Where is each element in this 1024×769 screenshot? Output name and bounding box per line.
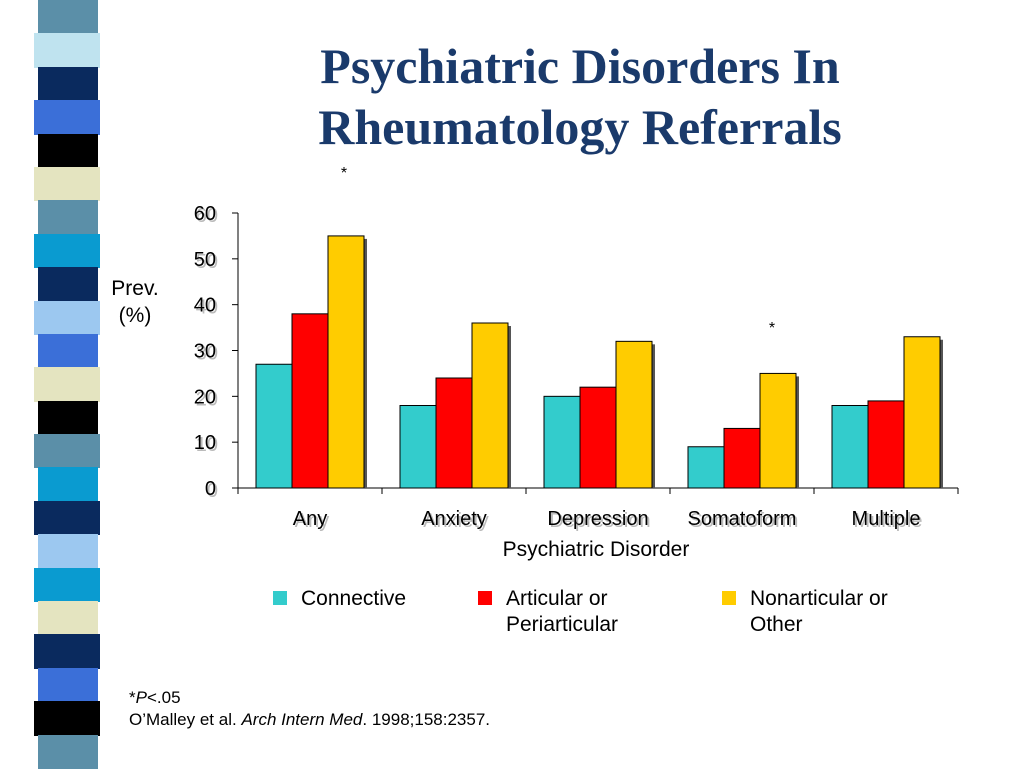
y-tick-label: 0 bbox=[205, 478, 216, 500]
x-tick-label-shadow: Somatoform bbox=[690, 510, 799, 532]
y-tick-label-shadow: 40 bbox=[196, 297, 218, 319]
bar-any-2 bbox=[327, 235, 365, 489]
x-tick-label-depression: Depression bbox=[547, 508, 648, 530]
x-tick-label-any: Any bbox=[293, 508, 327, 530]
bar-any-1 bbox=[291, 313, 329, 489]
bar-somatoform-1 bbox=[723, 427, 761, 489]
legend-item-nonarticular: Nonarticular or Other bbox=[722, 586, 888, 638]
x-tick-label-multiple: Multiple bbox=[852, 508, 921, 530]
page-title: Psychiatric Disorders In Rheumatology Re… bbox=[200, 36, 960, 158]
y-tick-label: 20 bbox=[194, 386, 216, 408]
stripe-block bbox=[34, 300, 100, 335]
legend-label-articular-1: Articular or bbox=[506, 587, 608, 610]
stripe-block bbox=[38, 467, 98, 502]
legend-label-nonarticular-1: Nonarticular or bbox=[750, 587, 888, 610]
stripe-block bbox=[34, 33, 100, 68]
y-tick-label: 30 bbox=[194, 341, 216, 363]
y-tick-label: 40 bbox=[194, 295, 216, 317]
bar-multiple-0 bbox=[831, 405, 869, 489]
legend-swatch-nonarticular bbox=[722, 591, 736, 605]
stripe-block bbox=[34, 100, 100, 135]
y-tick-label: 60 bbox=[194, 203, 216, 225]
bar-any-0 bbox=[255, 363, 293, 489]
legend-label-articular-2: Periarticular bbox=[506, 613, 619, 636]
stripe-block bbox=[34, 634, 100, 669]
stripe-block bbox=[34, 233, 100, 269]
y-tick-label: 10 bbox=[194, 432, 216, 454]
stripe-block bbox=[34, 567, 100, 603]
stripe-block bbox=[38, 601, 98, 636]
legend-item-articular: Articular or Periarticular bbox=[478, 586, 618, 638]
y-axis-label: Prev. bbox=[111, 277, 158, 300]
bar-multiple-1 bbox=[867, 400, 905, 489]
stripe-block bbox=[38, 667, 98, 703]
y-tick-label-shadow: 50 bbox=[196, 251, 218, 273]
bar-anxiety-0 bbox=[399, 405, 437, 489]
y-tick-label: 50 bbox=[194, 249, 216, 271]
stripe-block bbox=[38, 200, 98, 235]
bar-multiple-2 bbox=[903, 336, 941, 489]
stripe-block bbox=[34, 166, 100, 202]
legend-swatch-connective bbox=[273, 591, 287, 605]
stripe-block bbox=[38, 534, 98, 569]
y-tick-label-shadow: 10 bbox=[196, 434, 218, 456]
y-tick-label-shadow: 20 bbox=[196, 388, 218, 410]
x-tick-label-shadow: Depression bbox=[549, 510, 650, 532]
citation-journal: Arch Intern Med bbox=[241, 710, 363, 729]
bar-anxiety-1 bbox=[435, 377, 473, 489]
title-line-1: Psychiatric Disorders In bbox=[320, 38, 840, 94]
x-tick-label-anxiety: Anxiety bbox=[421, 508, 487, 530]
stripe-block bbox=[38, 400, 98, 436]
bar-depression-1 bbox=[579, 386, 617, 489]
legend-swatch-articular bbox=[478, 591, 492, 605]
y-axis-label: (%) bbox=[119, 304, 152, 327]
legend-label-nonarticular-2: Other bbox=[750, 613, 803, 636]
footnote-star: * bbox=[129, 688, 136, 707]
bar-depression-0 bbox=[543, 395, 581, 489]
x-tick-label-shadow: Multiple bbox=[854, 510, 923, 532]
stripe-block bbox=[38, 66, 98, 102]
bar-somatoform-0 bbox=[687, 446, 725, 489]
stripe-block bbox=[38, 133, 98, 168]
citation: O’Malley et al. Arch Intern Med. 1998;15… bbox=[129, 709, 490, 731]
citation-authors: O’Malley et al. bbox=[129, 710, 242, 729]
title-line-2: Rheumatology Referrals bbox=[318, 99, 842, 155]
citation-rest: . 1998;158:2357. bbox=[362, 710, 491, 729]
x-tick-label-somatoform: Somatoform bbox=[688, 508, 797, 530]
significance-asterisk: * bbox=[341, 165, 347, 182]
legend-label-connective: Connective bbox=[301, 587, 407, 610]
footnote: *P<.05 O’Malley et al. Arch Intern Med. … bbox=[129, 687, 490, 731]
stripe-block bbox=[34, 434, 100, 469]
stripe-block bbox=[38, 333, 98, 369]
stripe-block bbox=[34, 701, 100, 736]
bar-somatoform-2 bbox=[759, 372, 797, 489]
y-tick-label-shadow: 60 bbox=[196, 205, 218, 227]
x-tick-label-shadow: Anxiety bbox=[423, 510, 489, 532]
significance-asterisk: * bbox=[769, 320, 775, 337]
significance-note: *P<.05 bbox=[129, 687, 490, 709]
stripe-block bbox=[38, 734, 98, 769]
footnote-sig: <.05 bbox=[146, 688, 181, 707]
y-tick-label-shadow: 30 bbox=[196, 343, 218, 365]
legend-item-connective: Connective bbox=[273, 586, 406, 612]
stripe-block bbox=[34, 500, 100, 536]
x-axis-label: Psychiatric Disorder bbox=[503, 538, 690, 561]
bar-depression-2 bbox=[615, 340, 653, 489]
decorative-stripe bbox=[0, 0, 120, 769]
footnote-p: P bbox=[135, 688, 147, 707]
stripe-block bbox=[38, 0, 98, 35]
y-tick-label-shadow: 0 bbox=[207, 480, 218, 502]
x-tick-label-shadow: Any bbox=[295, 510, 329, 532]
bar-anxiety-2 bbox=[471, 322, 509, 489]
stripe-block bbox=[38, 267, 98, 302]
stripe-block bbox=[34, 367, 100, 402]
